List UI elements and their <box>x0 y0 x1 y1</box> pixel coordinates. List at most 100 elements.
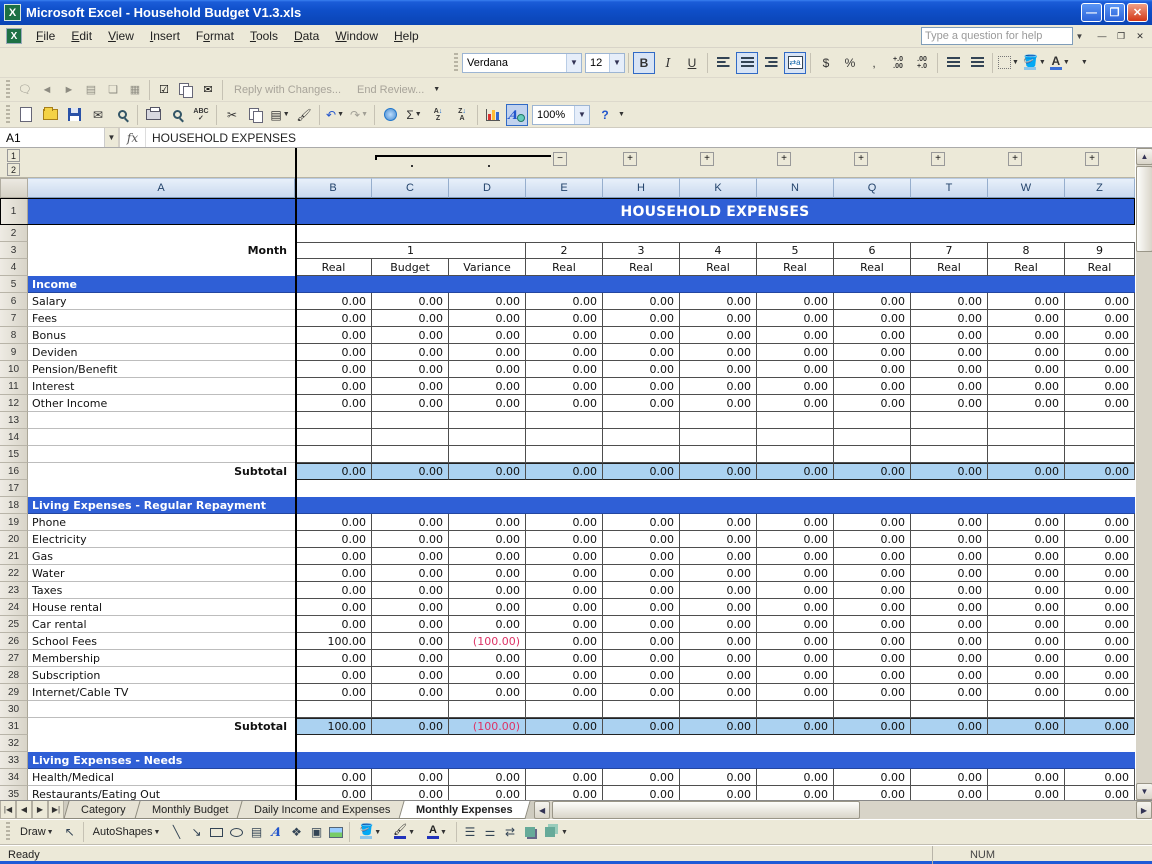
cell-C12[interactable]: 0.00 <box>372 395 449 412</box>
column-header-A[interactable]: A <box>28 178 295 198</box>
cell-A34[interactable]: Health/Medical <box>28 769 295 786</box>
cell-K30[interactable] <box>680 701 757 718</box>
cell-C13[interactable] <box>372 412 449 429</box>
sub-header-cell[interactable]: Real <box>1065 259 1135 276</box>
expand-group-button[interactable]: + <box>931 152 945 166</box>
cell-H10[interactable]: 0.00 <box>603 361 680 378</box>
cell-A23[interactable]: Taxes <box>28 582 295 599</box>
italic-button[interactable]: I <box>657 52 679 74</box>
arrow-tool-icon[interactable]: ↘ <box>191 825 202 839</box>
cell-B6[interactable]: 0.00 <box>295 293 372 310</box>
cell-Z30[interactable] <box>1065 701 1135 718</box>
cell-A22[interactable]: Water <box>28 565 295 582</box>
cell-Z25[interactable]: 0.00 <box>1065 616 1135 633</box>
cell-B24[interactable]: 0.00 <box>295 599 372 616</box>
menu-data[interactable]: Data <box>293 29 320 43</box>
toolbar-options-button[interactable]: ▼ <box>433 86 441 93</box>
previous-comment-icon[interactable]: ◄ <box>41 83 53 96</box>
row-header-34[interactable]: 34 <box>0 769 28 786</box>
cell-H34[interactable]: 0.00 <box>603 769 680 786</box>
cell-K8[interactable]: 0.00 <box>680 327 757 344</box>
cell-T10[interactable]: 0.00 <box>911 361 988 378</box>
cell-W21[interactable]: 0.00 <box>988 548 1065 565</box>
cell-D8[interactable]: 0.00 <box>449 327 526 344</box>
cell-Z13[interactable] <box>1065 412 1135 429</box>
expand-group-button[interactable]: + <box>1008 152 1022 166</box>
cell-A27[interactable]: Membership <box>28 650 295 667</box>
cell-H31[interactable]: 0.00 <box>603 718 680 735</box>
cell-A1[interactable] <box>28 198 295 225</box>
cell-B27[interactable]: 0.00 <box>295 650 372 667</box>
cell-H8[interactable]: 0.00 <box>603 327 680 344</box>
cell-E29[interactable]: 0.00 <box>526 684 603 701</box>
cell-D27[interactable]: 0.00 <box>449 650 526 667</box>
month-header-cell[interactable]: 6 <box>834 242 911 259</box>
cell-Z26[interactable]: 0.00 <box>1065 633 1135 650</box>
help-dropdown-icon[interactable]: ▼ <box>1075 31 1084 41</box>
copy-button[interactable] <box>245 104 267 126</box>
new-workbook-button[interactable] <box>15 104 37 126</box>
column-header-Z[interactable]: Z <box>1065 178 1135 198</box>
cell-D6[interactable]: 0.00 <box>449 293 526 310</box>
cell-C9[interactable]: 0.00 <box>372 344 449 361</box>
menu-view[interactable]: View <box>108 29 134 43</box>
cell-W10[interactable]: 0.00 <box>988 361 1065 378</box>
cell-E28[interactable]: 0.00 <box>526 667 603 684</box>
select-objects-icon[interactable]: ↖ <box>64 825 75 839</box>
cell-A30[interactable] <box>28 701 295 718</box>
cell-E13[interactable] <box>526 412 603 429</box>
font-color-button[interactable]: A ▼ <box>1049 53 1070 70</box>
section-header-cell[interactable]: Living Expenses - Needs <box>28 752 1135 769</box>
sort-descending-button[interactable]: Z↓ A <box>451 104 473 126</box>
vertical-scrollbar[interactable]: ▲ ▼ <box>1135 148 1152 800</box>
cell-Q35[interactable]: 0.00 <box>834 786 911 800</box>
outline-level-2-button[interactable]: 2 <box>7 163 20 176</box>
cell-H13[interactable] <box>603 412 680 429</box>
cell-H20[interactable]: 0.00 <box>603 531 680 548</box>
cell-N6[interactable]: 0.00 <box>757 293 834 310</box>
cell-E11[interactable]: 0.00 <box>526 378 603 395</box>
shadow-style-icon[interactable] <box>520 822 540 842</box>
cell-B34[interactable]: 0.00 <box>295 769 372 786</box>
menu-edit[interactable]: Edit <box>71 29 93 43</box>
cell-N13[interactable] <box>757 412 834 429</box>
cell-C10[interactable]: 0.00 <box>372 361 449 378</box>
cell-Q19[interactable]: 0.00 <box>834 514 911 531</box>
month-header-cell[interactable]: 7 <box>911 242 988 259</box>
cell-E12[interactable]: 0.00 <box>526 395 603 412</box>
cell-C8[interactable]: 0.00 <box>372 327 449 344</box>
row-header-33[interactable]: 33 <box>0 752 28 769</box>
cell-A19[interactable]: Phone <box>28 514 295 531</box>
cell-T31[interactable]: 0.00 <box>911 718 988 735</box>
cell-T21[interactable]: 0.00 <box>911 548 988 565</box>
cell-Q20[interactable]: 0.00 <box>834 531 911 548</box>
close-button[interactable]: ✕ <box>1127 3 1148 22</box>
toolbar-grip[interactable] <box>6 79 10 100</box>
show-all-comments-icon[interactable]: ❏ <box>108 84 118 96</box>
cell-Z27[interactable]: 0.00 <box>1065 650 1135 667</box>
cell-Z20[interactable]: 0.00 <box>1065 531 1135 548</box>
cell-A2[interactable] <box>28 225 1135 242</box>
column-header-E[interactable]: E <box>526 178 603 198</box>
cell-T19[interactable]: 0.00 <box>911 514 988 531</box>
cell-W34[interactable]: 0.00 <box>988 769 1065 786</box>
chart-wizard-button[interactable] <box>482 104 504 126</box>
cell-K6[interactable]: 0.00 <box>680 293 757 310</box>
cell-Z24[interactable]: 0.00 <box>1065 599 1135 616</box>
cell-C11[interactable]: 0.00 <box>372 378 449 395</box>
cell-D23[interactable]: 0.00 <box>449 582 526 599</box>
cell-K26[interactable]: 0.00 <box>680 633 757 650</box>
cell-C26[interactable]: 0.00 <box>372 633 449 650</box>
cell-C23[interactable]: 0.00 <box>372 582 449 599</box>
cell-W7[interactable]: 0.00 <box>988 310 1065 327</box>
cell-W22[interactable]: 0.00 <box>988 565 1065 582</box>
scroll-down-icon[interactable]: ▼ <box>1136 783 1152 800</box>
cell-Q6[interactable]: 0.00 <box>834 293 911 310</box>
expand-group-button[interactable]: + <box>623 152 637 166</box>
cell-D21[interactable]: 0.00 <box>449 548 526 565</box>
row-header-21[interactable]: 21 <box>0 548 28 565</box>
row-header-9[interactable]: 9 <box>0 344 28 361</box>
minimize-button[interactable]: — <box>1081 3 1102 22</box>
help-button[interactable]: ? <box>594 104 616 126</box>
search-button[interactable] <box>111 104 133 126</box>
